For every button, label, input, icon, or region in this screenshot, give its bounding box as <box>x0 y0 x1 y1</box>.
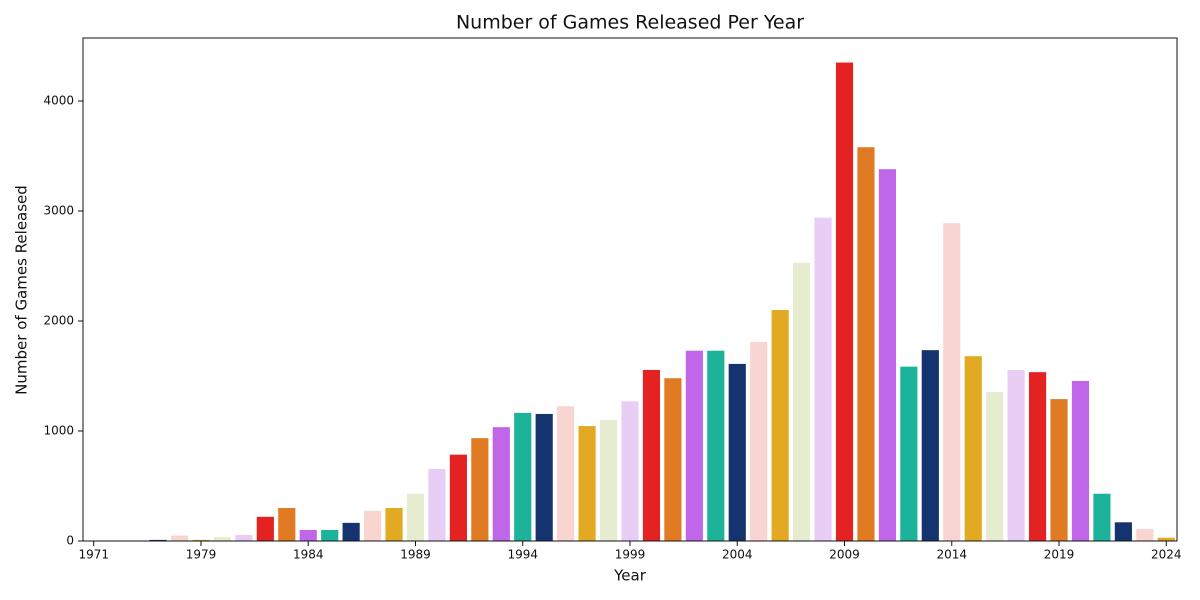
bar <box>1050 399 1068 541</box>
bar <box>664 378 682 541</box>
bar <box>1007 369 1025 541</box>
bar <box>921 350 939 541</box>
bar <box>878 169 896 541</box>
bar <box>406 493 425 541</box>
bar <box>492 427 510 541</box>
bar <box>449 454 467 541</box>
x-tick-label: 2019 <box>1044 548 1075 562</box>
bar <box>771 310 789 541</box>
x-tick-label: 1989 <box>400 548 431 562</box>
bar <box>707 350 725 541</box>
bar <box>535 413 553 541</box>
bar <box>514 412 532 541</box>
bar <box>385 508 403 541</box>
x-tick-label: 1999 <box>615 548 646 562</box>
plot-frame <box>82 37 1178 542</box>
y-tick-label: 2000 <box>43 314 74 328</box>
x-tick-label: 1979 <box>186 548 217 562</box>
chart-title: Number of Games Released Per Year <box>456 12 804 34</box>
y-tick-label: 1000 <box>43 424 74 438</box>
x-axis-label: Year <box>613 567 647 585</box>
x-tick-label: 2014 <box>936 548 967 562</box>
bar <box>750 341 768 541</box>
bar <box>1157 537 1175 541</box>
bar <box>1071 380 1090 541</box>
bar <box>835 62 854 542</box>
bar <box>621 401 639 541</box>
bar <box>364 510 382 541</box>
bar <box>170 535 189 541</box>
bar <box>299 530 317 541</box>
bar <box>278 508 296 541</box>
bar <box>685 350 703 541</box>
bar <box>471 438 489 541</box>
y-tick-label: 4000 <box>43 94 74 108</box>
x-tick-label: 2009 <box>829 548 860 562</box>
bar <box>149 539 167 541</box>
x-tick-label: 1971 <box>78 548 109 562</box>
bar <box>342 522 360 541</box>
bar <box>728 363 746 541</box>
x-tick-label: 2024 <box>1151 548 1182 562</box>
bar <box>1114 522 1132 541</box>
bar <box>321 530 339 541</box>
x-tick-label: 2004 <box>722 548 753 562</box>
bar <box>578 426 596 541</box>
bar <box>599 420 618 541</box>
bar <box>986 391 1004 541</box>
bar <box>557 406 575 541</box>
bar <box>857 147 875 541</box>
bar <box>428 468 446 541</box>
x-tick-label: 1994 <box>507 548 538 562</box>
bar <box>1093 493 1111 541</box>
bar <box>1028 372 1047 541</box>
y-tick-label: 0 <box>66 534 74 548</box>
y-tick-label: 3000 <box>43 204 74 218</box>
bar <box>814 217 832 541</box>
x-tick-label: 1984 <box>293 548 324 562</box>
bar <box>256 516 274 541</box>
y-axis-label: Number of Games Released <box>13 185 31 395</box>
bar <box>900 366 918 541</box>
bar <box>1136 528 1154 541</box>
bar <box>642 369 661 541</box>
bar <box>964 356 982 541</box>
bar <box>213 537 232 541</box>
bar <box>943 223 961 541</box>
bar <box>192 539 210 541</box>
bar <box>793 262 811 541</box>
bar <box>235 534 253 541</box>
